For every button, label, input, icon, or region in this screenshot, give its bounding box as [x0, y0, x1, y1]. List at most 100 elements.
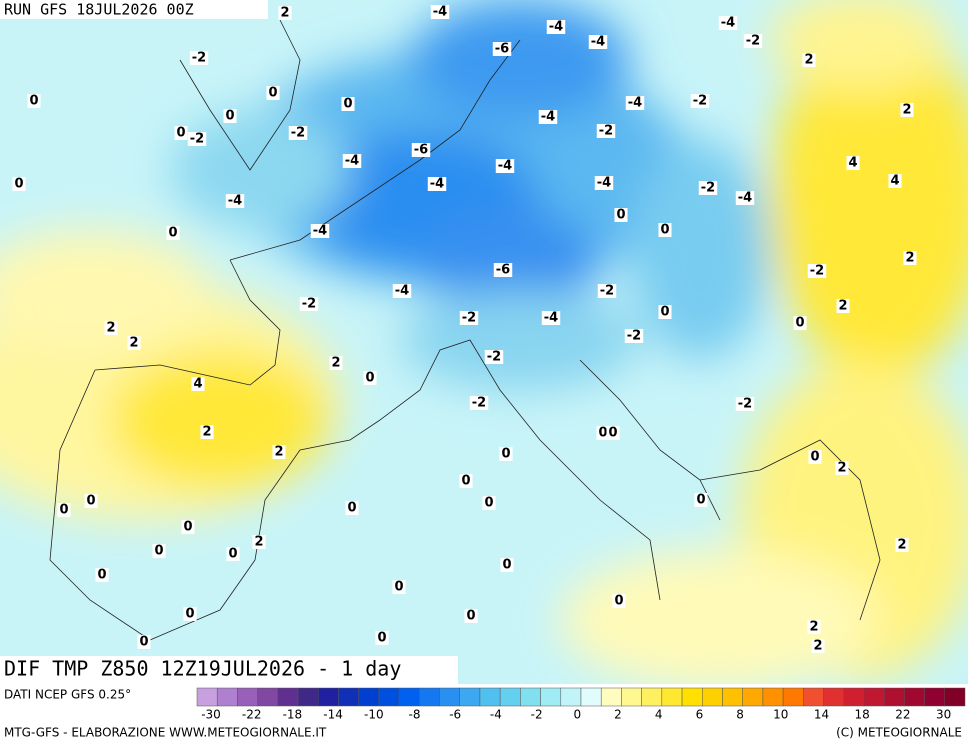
colorbar-swatch — [560, 687, 582, 707]
contour-label: 0 — [347, 501, 356, 516]
contour-label: -2 — [192, 51, 206, 66]
contour-label: 2 — [129, 336, 138, 351]
colorbar-swatch — [883, 687, 905, 707]
colorbar-swatch — [600, 687, 622, 707]
contour-label-bg — [836, 299, 850, 313]
contour-label-bg — [606, 426, 620, 440]
contour-label: 0 — [377, 631, 386, 646]
colorbar-swatch — [277, 687, 299, 707]
contour-label-bg — [802, 53, 816, 67]
contour-label-bg — [392, 580, 406, 594]
contour-label-bg — [888, 174, 902, 188]
contour-label: -4 — [395, 284, 409, 299]
colorbar-tick-label: -2 — [531, 708, 543, 722]
contour-label: -2 — [600, 284, 614, 299]
contour-label-bg — [183, 607, 197, 621]
colorbar-swatch — [358, 687, 380, 707]
product-box — [0, 656, 458, 684]
contour-label: 0 — [228, 547, 237, 562]
contour-label: -4 — [228, 194, 242, 209]
colorbar-tick-label: 30 — [936, 708, 951, 722]
contour-label: -4 — [591, 35, 605, 50]
contour-label-bg — [903, 251, 917, 265]
contour-label: 2 — [897, 538, 906, 553]
contour-label-bg — [299, 297, 319, 311]
contour-label-bg — [495, 159, 515, 173]
contour-label-bg — [95, 568, 109, 582]
contour-label: 0 — [225, 109, 234, 124]
contour-label: -4 — [313, 224, 327, 239]
contour-label: 0 — [154, 544, 163, 559]
contour-label: 2 — [274, 445, 283, 460]
contour-label-bg — [272, 445, 286, 459]
contour-label-bg — [12, 177, 26, 191]
contour-label-bg — [223, 109, 237, 123]
contour-label-bg — [735, 397, 755, 411]
contour-label: 0 — [176, 126, 185, 141]
colorbar-tick-label: -22 — [242, 708, 262, 722]
contour-label: -4 — [544, 311, 558, 326]
contour-label-bg — [252, 535, 266, 549]
contour-label-bg — [411, 143, 431, 157]
contour-label-bg — [430, 5, 450, 19]
contour-label: 2 — [331, 356, 340, 371]
contour-label-bg — [492, 42, 512, 56]
contour-label-bg — [597, 284, 617, 298]
colorbar-swatch — [499, 687, 521, 707]
contour-label-bg — [900, 103, 914, 117]
colorbar-swatch — [540, 687, 562, 707]
contour-label-bg — [459, 311, 479, 325]
colorbar-swatch — [722, 687, 743, 707]
contour-label: -4 — [541, 110, 555, 125]
colorbar-tick-label: -30 — [201, 708, 221, 722]
contour-label-bg — [288, 126, 308, 140]
contour-label-bg — [392, 284, 412, 298]
colorbar-swatch — [681, 687, 703, 707]
contour-label: 4 — [193, 377, 202, 392]
contour-label: 0 — [484, 496, 493, 511]
contour-label: 2 — [813, 639, 822, 654]
footer-left: MTG-GFS - ELABORAZIONE WWW.METEOGIORNALE… — [4, 726, 327, 740]
contour-label-bg — [658, 223, 672, 237]
contour-label-bg — [538, 110, 558, 124]
contour-label-bg — [310, 224, 330, 238]
contour-label: -2 — [746, 34, 760, 49]
contour-label: -2 — [599, 124, 613, 139]
contour-label-bg — [596, 124, 616, 138]
contour-label: -4 — [597, 176, 611, 191]
colorbar-swatch — [378, 687, 400, 707]
run-label: RUN GFS 18JUL2026 00Z — [4, 1, 194, 19]
contour-label: 2 — [902, 103, 911, 118]
colorbar-swatch — [944, 687, 966, 707]
contour-label-bg — [57, 503, 71, 517]
contour-label-bg — [624, 329, 644, 343]
contour-label: 2 — [280, 6, 289, 21]
contour-label: 0 — [614, 594, 623, 609]
contour-label-bg — [166, 226, 180, 240]
contour-label: 0 — [185, 607, 194, 622]
contour-label-bg — [541, 311, 561, 325]
contour-label-bg — [588, 35, 608, 49]
contour-label-bg — [345, 501, 359, 515]
contour-label: 2 — [837, 461, 846, 476]
colorbar-tick-label: 18 — [855, 708, 870, 722]
footer-right: (C) METEOGIORNALE — [836, 726, 962, 740]
contour-label: -2 — [738, 397, 752, 412]
contour-label-bg — [594, 176, 614, 190]
contour-label: 0 — [608, 426, 617, 441]
contour-label: 0 — [97, 568, 106, 583]
contour-label-bg — [226, 547, 240, 561]
colorbar-swatch — [419, 687, 440, 707]
contour-label-bg — [493, 263, 513, 277]
contour-label: -2 — [472, 396, 486, 411]
contour-label-bg — [811, 639, 825, 653]
contour-label: -2 — [190, 132, 204, 147]
contour-label: -4 — [738, 191, 752, 206]
contour-label: 0 — [139, 635, 148, 650]
contour-label: 0 — [168, 226, 177, 241]
contour-label-bg — [808, 450, 822, 464]
contour-label-bg — [200, 425, 214, 439]
contour-label: 4 — [848, 156, 857, 171]
contour-label: 0 — [466, 609, 475, 624]
